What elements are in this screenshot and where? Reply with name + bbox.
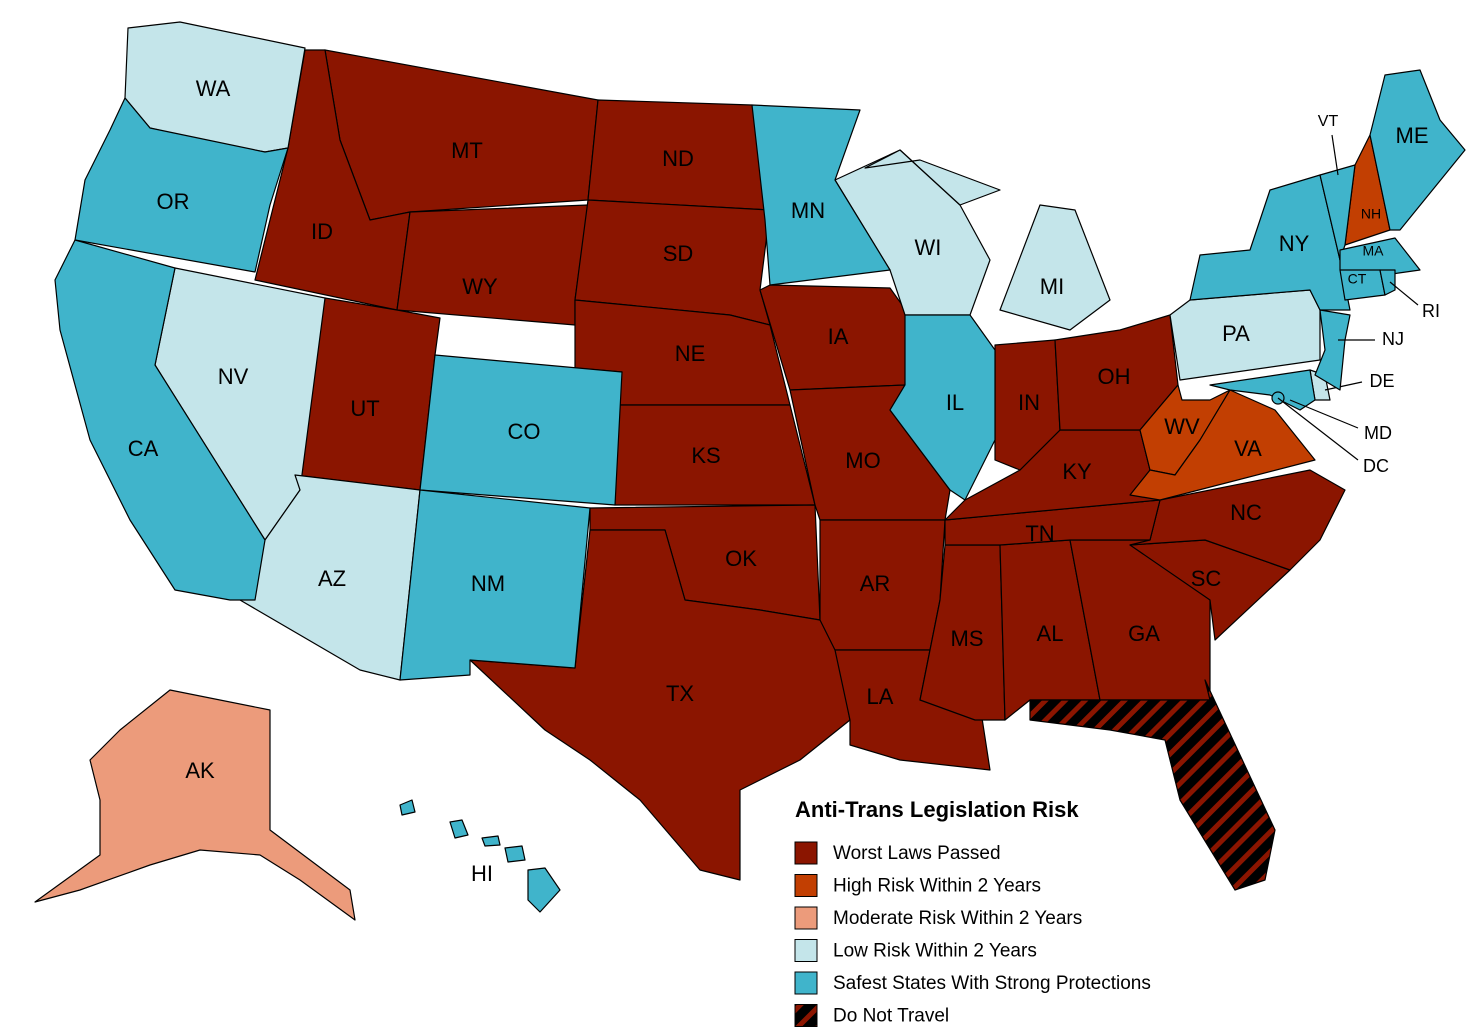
state-label: CT (1348, 271, 1367, 287)
state-label: AL (1037, 621, 1064, 646)
legend-swatch (794, 1004, 818, 1027)
state-label: NV (218, 364, 249, 389)
state-label: VT (1318, 113, 1339, 130)
state-label: DC (1363, 456, 1389, 476)
state-label: NC (1230, 500, 1262, 525)
legend-swatch (794, 874, 818, 897)
state-shape (481, 835, 501, 847)
state-label: GA (1128, 621, 1160, 646)
state-label: AK (185, 758, 215, 783)
state-label: WY (462, 274, 498, 299)
state-label: SD (663, 241, 694, 266)
legend-label: High Risk Within 2 Years (833, 876, 1041, 897)
state-label: MI (1040, 274, 1064, 299)
state-label: NM (471, 571, 505, 596)
state-shape (1129, 469, 1346, 571)
state-label: OK (725, 546, 757, 571)
state-label: MN (791, 198, 825, 223)
state-shape (1319, 164, 1356, 261)
state-shape (396, 204, 589, 326)
state-shape (1369, 69, 1466, 231)
state-label: NE (675, 341, 706, 366)
state-label: MS (951, 626, 984, 651)
state-shape (449, 819, 469, 839)
state-label: OH (1098, 364, 1131, 389)
state-label: PA (1222, 321, 1250, 346)
state-shape (1379, 269, 1396, 296)
state-label: NH (1361, 206, 1381, 222)
state-label: CA (128, 436, 159, 461)
state-label: NY (1279, 231, 1310, 256)
leader-line (1289, 399, 1359, 429)
state-shape (1029, 679, 1276, 891)
state-label: VA (1234, 436, 1262, 461)
state-shape (34, 689, 356, 921)
state-label: WA (196, 76, 231, 101)
state-label: MA (1363, 243, 1385, 259)
state-shape (999, 204, 1111, 331)
leader-line (1389, 281, 1419, 306)
state-label: TX (666, 681, 694, 706)
state-label: AR (860, 571, 891, 596)
state-shape (889, 314, 996, 501)
state-shape (324, 49, 599, 221)
state-label: WV (1164, 414, 1200, 439)
state-label: NJ (1382, 329, 1404, 349)
state-shape (1314, 309, 1351, 391)
legend-swatch (794, 841, 818, 865)
leader-line (1324, 381, 1363, 391)
state-shape (54, 239, 266, 601)
state-label: UT (350, 396, 379, 421)
state-label: KY (1062, 459, 1092, 484)
state-label: MD (1364, 423, 1392, 443)
state-label: MT (451, 138, 483, 163)
state-label: RI (1422, 301, 1440, 321)
legend-label: Moderate Risk Within 2 Years (833, 908, 1082, 929)
legend-title: Anti-Trans Legislation Risk (795, 797, 1079, 822)
state-label: MO (845, 448, 880, 473)
state-shape (469, 529, 851, 881)
legend-label: Safest States With Strong Protections (833, 973, 1151, 994)
legend-label: Low Risk Within 2 Years (833, 941, 1037, 962)
state-shape (399, 799, 416, 816)
state-label: ID (311, 219, 333, 244)
legend-swatch (794, 906, 818, 930)
state-shape (1339, 237, 1421, 276)
state-label: ME (1396, 123, 1429, 148)
state-label: OR (157, 189, 190, 214)
legend-label: Do Not Travel (833, 1006, 949, 1027)
state-shape (1209, 369, 1316, 411)
leader-line (1277, 397, 1359, 461)
state-label: WI (915, 235, 942, 260)
state-label: CO (508, 419, 541, 444)
state-shape (419, 354, 623, 506)
state-shape (751, 104, 891, 286)
leader-line (1331, 134, 1339, 176)
legend-swatch (794, 971, 818, 995)
state-shape (864, 149, 1001, 206)
state-label: KS (691, 443, 720, 468)
state-shape (74, 97, 289, 273)
state-label: LA (867, 684, 894, 709)
state-label: IN (1018, 390, 1040, 415)
state-label: AZ (318, 566, 346, 591)
state-shape (527, 867, 561, 913)
state-label: TN (1025, 521, 1054, 546)
state-label: IA (828, 324, 849, 349)
state-label: DE (1369, 371, 1394, 391)
state-label: IL (946, 390, 964, 415)
state-shape (399, 489, 591, 681)
state-shape (504, 845, 526, 863)
state-label: HI (471, 861, 493, 886)
legend-swatch (794, 939, 818, 962)
legend-label: Worst Laws Passed (833, 843, 1001, 864)
state-label: SC (1191, 566, 1222, 591)
state-label: ND (662, 146, 694, 171)
